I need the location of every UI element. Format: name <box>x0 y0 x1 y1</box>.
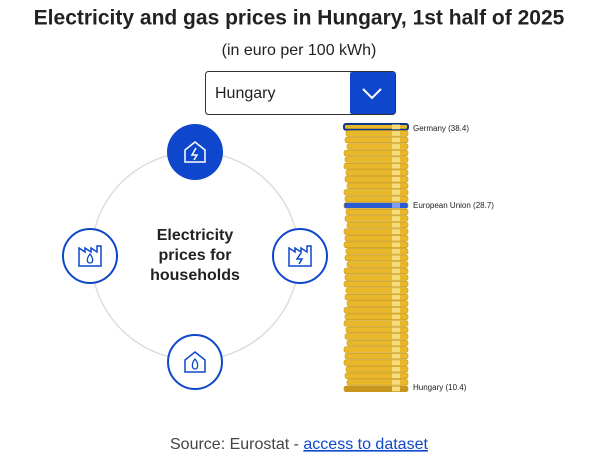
coin-label: Germany (38.4) <box>413 124 469 133</box>
subtitle: (in euro per 100 kWh) <box>222 42 377 59</box>
coin-shine <box>392 360 400 366</box>
coin-shine <box>392 281 400 287</box>
coin-shine <box>392 124 400 130</box>
flame-icon <box>86 252 94 264</box>
coin-stack <box>343 123 409 393</box>
nav-button[interactable] <box>272 228 328 284</box>
dropdown-value[interactable]: Hungary <box>215 85 275 102</box>
house-icon <box>184 351 206 373</box>
bolt-icon <box>295 252 304 265</box>
coin-shine <box>392 196 400 202</box>
coin-shine <box>392 203 400 208</box>
coin-shine <box>392 222 400 228</box>
nav-electricity-households[interactable] <box>167 124 223 180</box>
nav-electricity-industry[interactable] <box>272 228 328 284</box>
title: Electricity and gas prices in Hungary, 1… <box>34 7 565 30</box>
coin-shine <box>392 373 400 379</box>
coin-shine <box>392 163 400 169</box>
dropdown[interactable]: Hungary <box>205 71 396 115</box>
coin-shine <box>392 340 400 346</box>
coin-shine <box>392 209 400 215</box>
coin-shine <box>392 242 400 248</box>
wheel-label-line: households <box>150 267 240 284</box>
coin-shine <box>392 255 400 261</box>
coin-shine <box>392 334 400 339</box>
coin-shine <box>392 235 400 241</box>
coin-shine <box>392 294 400 300</box>
coin-shine <box>392 268 400 274</box>
coin-shine <box>392 353 400 359</box>
coin-shine <box>392 248 400 254</box>
nav-gas-industry[interactable] <box>62 228 118 284</box>
coin-shine <box>392 347 400 352</box>
coin-shine <box>392 137 400 143</box>
coin-shine <box>392 144 400 149</box>
factory-icon <box>288 245 312 267</box>
wheel-label-line: prices for <box>159 247 232 264</box>
coin-shine <box>392 170 400 176</box>
factory-icon <box>78 245 102 267</box>
nav-button[interactable] <box>167 334 223 390</box>
nav-gas-households[interactable] <box>167 334 223 390</box>
coin-shine <box>392 262 400 267</box>
coin-shine <box>392 379 400 385</box>
coin-shine <box>392 275 400 280</box>
coin-shine <box>392 327 400 333</box>
source: Source: Eurostat - <box>170 436 303 453</box>
coin-shine <box>392 157 400 162</box>
coin-shine <box>392 216 400 221</box>
coin-shine <box>392 131 400 136</box>
coin-shine <box>392 386 400 392</box>
coin-shine <box>392 307 400 313</box>
nav-button[interactable] <box>167 124 223 180</box>
nav-button[interactable] <box>62 228 118 284</box>
dataset-link[interactable]: access to dataset <box>303 436 428 453</box>
coin-shine <box>392 183 400 189</box>
source-line: Source: Eurostat - access to dataset <box>170 436 428 453</box>
coin-label: Hungary (10.4) <box>413 383 467 392</box>
coin-shine <box>392 321 400 326</box>
flame-icon <box>191 357 199 370</box>
chevron <box>362 88 382 100</box>
coin-shine <box>392 288 400 293</box>
coin-shine <box>392 190 400 195</box>
dropdown-button[interactable] <box>350 72 395 114</box>
wheel-label-line: Electricity <box>157 227 234 244</box>
coin-shine <box>392 301 400 307</box>
coin-shine <box>392 366 400 372</box>
dropdown-box[interactable] <box>205 71 396 115</box>
coin-shine <box>392 314 400 320</box>
coin-shine <box>392 150 400 156</box>
house-icon <box>184 141 206 163</box>
coin-shine <box>392 229 400 235</box>
wheel-label: Electricity prices for households <box>150 227 240 284</box>
coin-shine <box>392 176 400 182</box>
bolt-icon <box>190 147 199 161</box>
coin-label: European Union (28.7) <box>413 201 494 210</box>
